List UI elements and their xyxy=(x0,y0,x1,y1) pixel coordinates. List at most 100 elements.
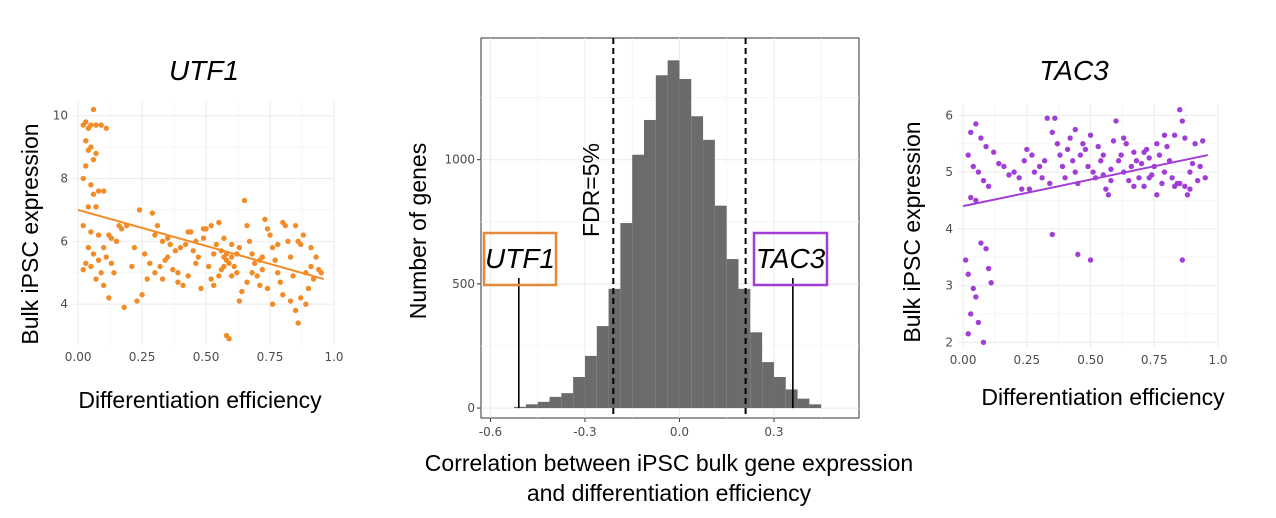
tac3-x-tick-label: 0.00 xyxy=(950,353,977,367)
utf1-point xyxy=(236,298,243,304)
utf1-point xyxy=(205,263,212,270)
utf1-point xyxy=(244,222,250,229)
histogram-bar xyxy=(738,288,751,409)
utf1-point xyxy=(259,266,266,273)
utf1-point xyxy=(226,336,232,342)
tac3-point xyxy=(978,135,984,141)
tac3-point xyxy=(1011,169,1017,175)
tac3-point xyxy=(1171,132,1178,138)
utf1-point xyxy=(251,260,258,267)
tac3-x-tick-label: 0.50 xyxy=(1077,353,1104,367)
utf1-x-axis-title: Differentiation efficiency xyxy=(78,387,322,413)
utf1-point xyxy=(83,138,89,144)
utf1-point xyxy=(80,175,86,182)
utf1-point xyxy=(144,276,150,282)
histogram-bar xyxy=(667,60,680,409)
tac3-point xyxy=(973,294,979,300)
tac3-point xyxy=(1087,257,1094,263)
tac3-point xyxy=(988,280,994,286)
histogram-bar xyxy=(644,119,656,409)
utf1-point xyxy=(154,222,161,229)
tac3-point xyxy=(1049,129,1056,136)
tac3-point xyxy=(1187,169,1193,175)
utf1-point xyxy=(264,226,271,232)
tac3-point xyxy=(1202,175,1208,181)
utf1-point xyxy=(277,279,283,285)
tac3-point xyxy=(1161,169,1168,175)
tac3-point xyxy=(1108,177,1114,184)
utf1-x-tick-label: 1.0 xyxy=(324,350,343,364)
utf1-point xyxy=(88,182,94,188)
tac3-point xyxy=(1184,192,1191,198)
utf1-point xyxy=(193,260,199,267)
utf1-point xyxy=(101,282,107,289)
histogram-y-tick-label: 500 xyxy=(452,277,475,291)
tac3-point xyxy=(968,129,974,136)
utf1-point xyxy=(287,298,294,304)
utf1-point xyxy=(200,226,207,232)
tac3-point xyxy=(973,197,979,204)
utf1-point xyxy=(95,232,102,238)
tac3-point xyxy=(1141,183,1147,189)
tac3-point xyxy=(1024,146,1030,153)
tac3-x-tick-label: 0.75 xyxy=(1141,353,1168,367)
tac3-point xyxy=(1098,158,1104,164)
utf1-point xyxy=(308,244,314,251)
utf1-point xyxy=(103,254,109,260)
utf1-point xyxy=(249,270,255,276)
utf1-point xyxy=(290,273,296,279)
utf1-point xyxy=(85,147,92,153)
utf1-point xyxy=(121,304,127,311)
utf1-point xyxy=(164,254,171,260)
tac3-point xyxy=(1141,149,1147,155)
histogram-y-axis-title: Number of genes xyxy=(405,143,431,319)
histogram-bar xyxy=(797,398,810,409)
tac3-point xyxy=(985,183,992,189)
utf1-point xyxy=(295,320,301,326)
histogram-bar xyxy=(514,406,526,409)
tac3-point xyxy=(1146,175,1152,181)
tac3-point xyxy=(1197,163,1203,170)
histogram-bar xyxy=(691,116,704,409)
tac3-point xyxy=(1103,186,1109,192)
tac3-point xyxy=(1131,149,1137,155)
utf1-point xyxy=(246,238,253,245)
utf1-x-tick-label: 0.25 xyxy=(129,350,156,364)
utf1-point xyxy=(157,263,163,270)
tac3-point xyxy=(1192,141,1198,147)
tac3-point xyxy=(1182,135,1188,141)
utf1-point xyxy=(259,254,266,260)
histogram-bar xyxy=(549,396,562,409)
tac3-point xyxy=(1115,158,1122,164)
tac3-point xyxy=(1085,163,1091,170)
utf1-point xyxy=(198,285,204,292)
utf1-point xyxy=(254,273,260,279)
utf1-point xyxy=(136,207,143,213)
tac3-point xyxy=(1049,231,1056,238)
tac3-point xyxy=(1154,141,1160,147)
utf1-point xyxy=(269,301,276,307)
utf1-point xyxy=(152,232,158,238)
utf1-point xyxy=(190,248,196,254)
tac3-x-tick-label: 1.0 xyxy=(1208,353,1227,367)
utf1-point xyxy=(262,216,268,223)
tac3-point xyxy=(980,177,987,184)
tac3-callout-box xyxy=(752,231,829,287)
utf1-x-tick-label: 0.75 xyxy=(257,350,284,364)
tac3-point xyxy=(983,143,989,150)
tac3-point xyxy=(1194,177,1201,184)
tac3-point xyxy=(965,331,971,337)
utf1-point xyxy=(185,273,191,279)
tac3-y-tick-label: 6 xyxy=(945,108,953,122)
tac3-point xyxy=(965,271,971,277)
histogram-bar xyxy=(608,288,621,409)
tac3-point xyxy=(1072,169,1078,175)
correlation-histogram-panel: FDR=5% UTF1 TAC3 -0.6 -0.3 0.0 0.3 0 500 1000 C… xyxy=(405,37,913,506)
utf1-point xyxy=(308,263,314,270)
histogram-x-tick-label: 0.3 xyxy=(764,425,783,439)
utf1-point xyxy=(170,266,176,273)
utf1-point xyxy=(90,191,97,197)
tac3-point xyxy=(1182,183,1188,189)
utf1-point xyxy=(88,229,94,235)
utf1-point xyxy=(292,222,299,229)
